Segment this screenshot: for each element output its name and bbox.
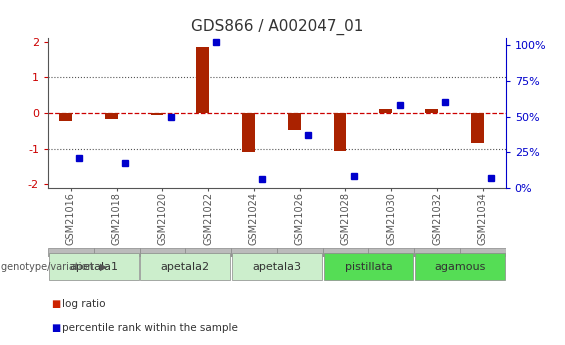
Bar	[460, 248, 506, 257]
Bar	[48, 248, 94, 257]
Bar	[141, 253, 230, 280]
Text: agamous: agamous	[434, 262, 485, 272]
Text: log ratio: log ratio	[62, 299, 106, 308]
Bar	[323, 248, 368, 257]
Bar	[196, 47, 209, 113]
Text: genotype/variation  ▶: genotype/variation ▶	[1, 262, 107, 272]
Title: GDS866 / A002047_01: GDS866 / A002047_01	[190, 19, 363, 35]
Text: apetala3: apetala3	[253, 262, 301, 272]
Bar	[288, 113, 301, 130]
Bar	[59, 113, 72, 121]
Bar	[105, 113, 118, 119]
Text: apetala1: apetala1	[69, 262, 118, 272]
Bar	[232, 253, 321, 280]
Bar	[324, 253, 413, 280]
Bar	[231, 248, 277, 257]
Bar	[415, 253, 505, 280]
Bar	[94, 248, 140, 257]
Text: ■: ■	[51, 323, 60, 333]
Bar	[368, 248, 414, 257]
Bar	[414, 248, 460, 257]
Bar	[471, 113, 484, 144]
Bar	[242, 113, 255, 151]
Bar	[150, 113, 163, 115]
Text: percentile rank within the sample: percentile rank within the sample	[62, 323, 238, 333]
Bar	[333, 113, 346, 150]
Bar	[277, 248, 323, 257]
Bar	[140, 248, 185, 257]
Text: apetala2: apetala2	[161, 262, 210, 272]
Bar	[379, 109, 392, 113]
Text: pistillata: pistillata	[345, 262, 392, 272]
Bar	[49, 253, 138, 280]
Bar	[425, 109, 438, 113]
Text: ■: ■	[51, 299, 60, 308]
Bar	[185, 248, 231, 257]
